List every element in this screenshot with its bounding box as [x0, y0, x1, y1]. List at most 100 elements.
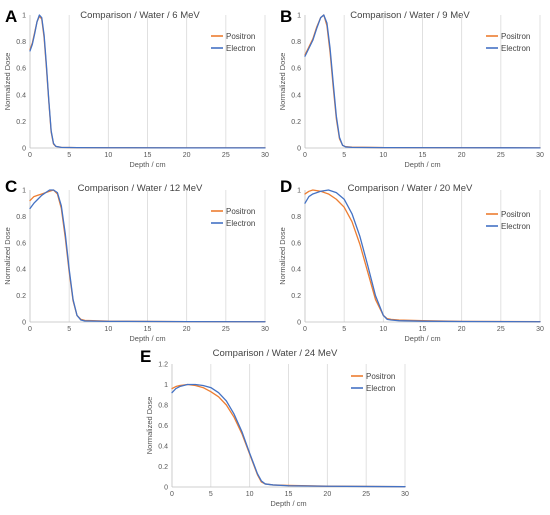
y-tick-label: 0.6: [158, 423, 168, 430]
y-tick-label: 0: [22, 320, 26, 327]
legend-label-positron: Positron: [501, 32, 530, 41]
x-tick-label: 30: [261, 326, 269, 333]
y-tick-label: 1: [164, 382, 168, 389]
legend-label-positron: Positron: [226, 32, 255, 41]
x-tick-label: 20: [458, 152, 466, 159]
x-tick-label: 20: [323, 491, 331, 498]
x-tick-label: 25: [497, 326, 505, 333]
x-tick-label: 10: [104, 152, 112, 159]
x-axis-label: Depth / cm: [404, 334, 440, 343]
x-tick-label: 15: [285, 491, 293, 498]
x-tick-label: 25: [222, 326, 230, 333]
y-axis-label: Normalized Dose: [3, 53, 12, 111]
y-tick-label: 0.2: [291, 119, 301, 126]
panel-letter: D: [280, 177, 292, 196]
x-tick-label: 0: [303, 152, 307, 159]
y-tick-label: 0.4: [16, 267, 26, 274]
x-tick-label: 5: [342, 152, 346, 159]
series-line-electron: [29, 189, 266, 323]
chart-title: Comparison / Water / 12 MeV: [78, 183, 203, 194]
y-tick-label: 0.2: [16, 293, 26, 300]
y-tick-label: 0.2: [291, 293, 301, 300]
y-tick-label: 0.4: [291, 92, 301, 99]
x-tick-label: 30: [536, 152, 544, 159]
y-tick-label: 0.6: [16, 240, 26, 247]
legend-label-electron: Electron: [501, 222, 530, 231]
y-axis-label: Normalized Dose: [278, 53, 287, 111]
legend-label-electron: Electron: [366, 384, 395, 393]
x-tick-label: 20: [458, 326, 466, 333]
y-tick-label: 0.4: [291, 267, 301, 274]
y-tick-label: 1: [22, 13, 26, 20]
series-line-electron: [304, 14, 541, 149]
panel-letter: B: [280, 7, 292, 26]
x-tick-label: 0: [170, 491, 174, 498]
x-tick-label: 15: [144, 326, 152, 333]
panel-letter: E: [140, 347, 151, 366]
x-axis-label: Depth / cm: [270, 499, 306, 508]
x-tick-label: 10: [104, 326, 112, 333]
x-tick-label: 5: [67, 326, 71, 333]
x-tick-label: 10: [246, 491, 254, 498]
y-tick-label: 0.8: [158, 403, 168, 410]
panel-letter: A: [5, 7, 17, 26]
y-axis-label: Normalized Dose: [145, 397, 154, 455]
y-tick-label: 0.4: [158, 444, 168, 451]
x-tick-label: 15: [419, 326, 427, 333]
y-tick-label: 0.8: [291, 214, 301, 221]
y-tick-label: 0.2: [16, 119, 26, 126]
y-tick-label: 1: [297, 13, 301, 20]
y-tick-label: 0.8: [291, 39, 301, 46]
x-tick-label: 5: [342, 326, 346, 333]
panel-letter: C: [5, 177, 17, 196]
y-tick-label: 1: [22, 188, 26, 195]
y-axis-label: Normalized Dose: [3, 227, 12, 285]
legend-label-electron: Electron: [226, 44, 255, 53]
y-axis-label: Normalized Dose: [278, 227, 287, 285]
y-tick-label: 0.8: [16, 214, 26, 221]
legend-label-electron: Electron: [226, 219, 255, 228]
y-tick-label: 0.2: [158, 464, 168, 471]
x-tick-label: 5: [209, 491, 213, 498]
y-tick-label: 1.2: [158, 362, 168, 369]
y-tick-label: 0: [297, 146, 301, 153]
x-tick-label: 0: [303, 326, 307, 333]
legend-label-positron: Positron: [226, 207, 255, 216]
y-tick-label: 1: [297, 188, 301, 195]
x-tick-label: 20: [183, 326, 191, 333]
x-tick-label: 30: [401, 491, 409, 498]
series-line-electron: [29, 14, 266, 149]
x-tick-label: 0: [28, 152, 32, 159]
y-tick-label: 0.6: [291, 66, 301, 73]
series-line-electron: [171, 383, 406, 488]
x-tick-label: 25: [222, 152, 230, 159]
chart-title: Comparison / Water / 6 MeV: [80, 10, 200, 21]
x-tick-label: 10: [379, 326, 387, 333]
series-line-electron: [304, 189, 541, 323]
y-tick-label: 0.4: [16, 92, 26, 99]
y-tick-label: 0: [297, 320, 301, 327]
x-tick-label: 25: [497, 152, 505, 159]
x-tick-label: 15: [144, 152, 152, 159]
y-tick-label: 0.8: [16, 39, 26, 46]
y-tick-label: 0: [164, 485, 168, 492]
y-tick-label: 0.6: [291, 240, 301, 247]
y-tick-label: 0: [22, 146, 26, 153]
legend-label-electron: Electron: [501, 44, 530, 53]
x-tick-label: 5: [67, 152, 71, 159]
x-tick-label: 25: [362, 491, 370, 498]
chart-title: Comparison / Water / 9 MeV: [350, 10, 470, 21]
y-tick-label: 0.6: [16, 66, 26, 73]
chart-title: Comparison / Water / 24 MeV: [213, 348, 338, 359]
x-axis-label: Depth / cm: [129, 160, 165, 169]
x-tick-label: 15: [419, 152, 427, 159]
x-axis-label: Depth / cm: [404, 160, 440, 169]
x-tick-label: 10: [379, 152, 387, 159]
x-tick-label: 0: [28, 326, 32, 333]
